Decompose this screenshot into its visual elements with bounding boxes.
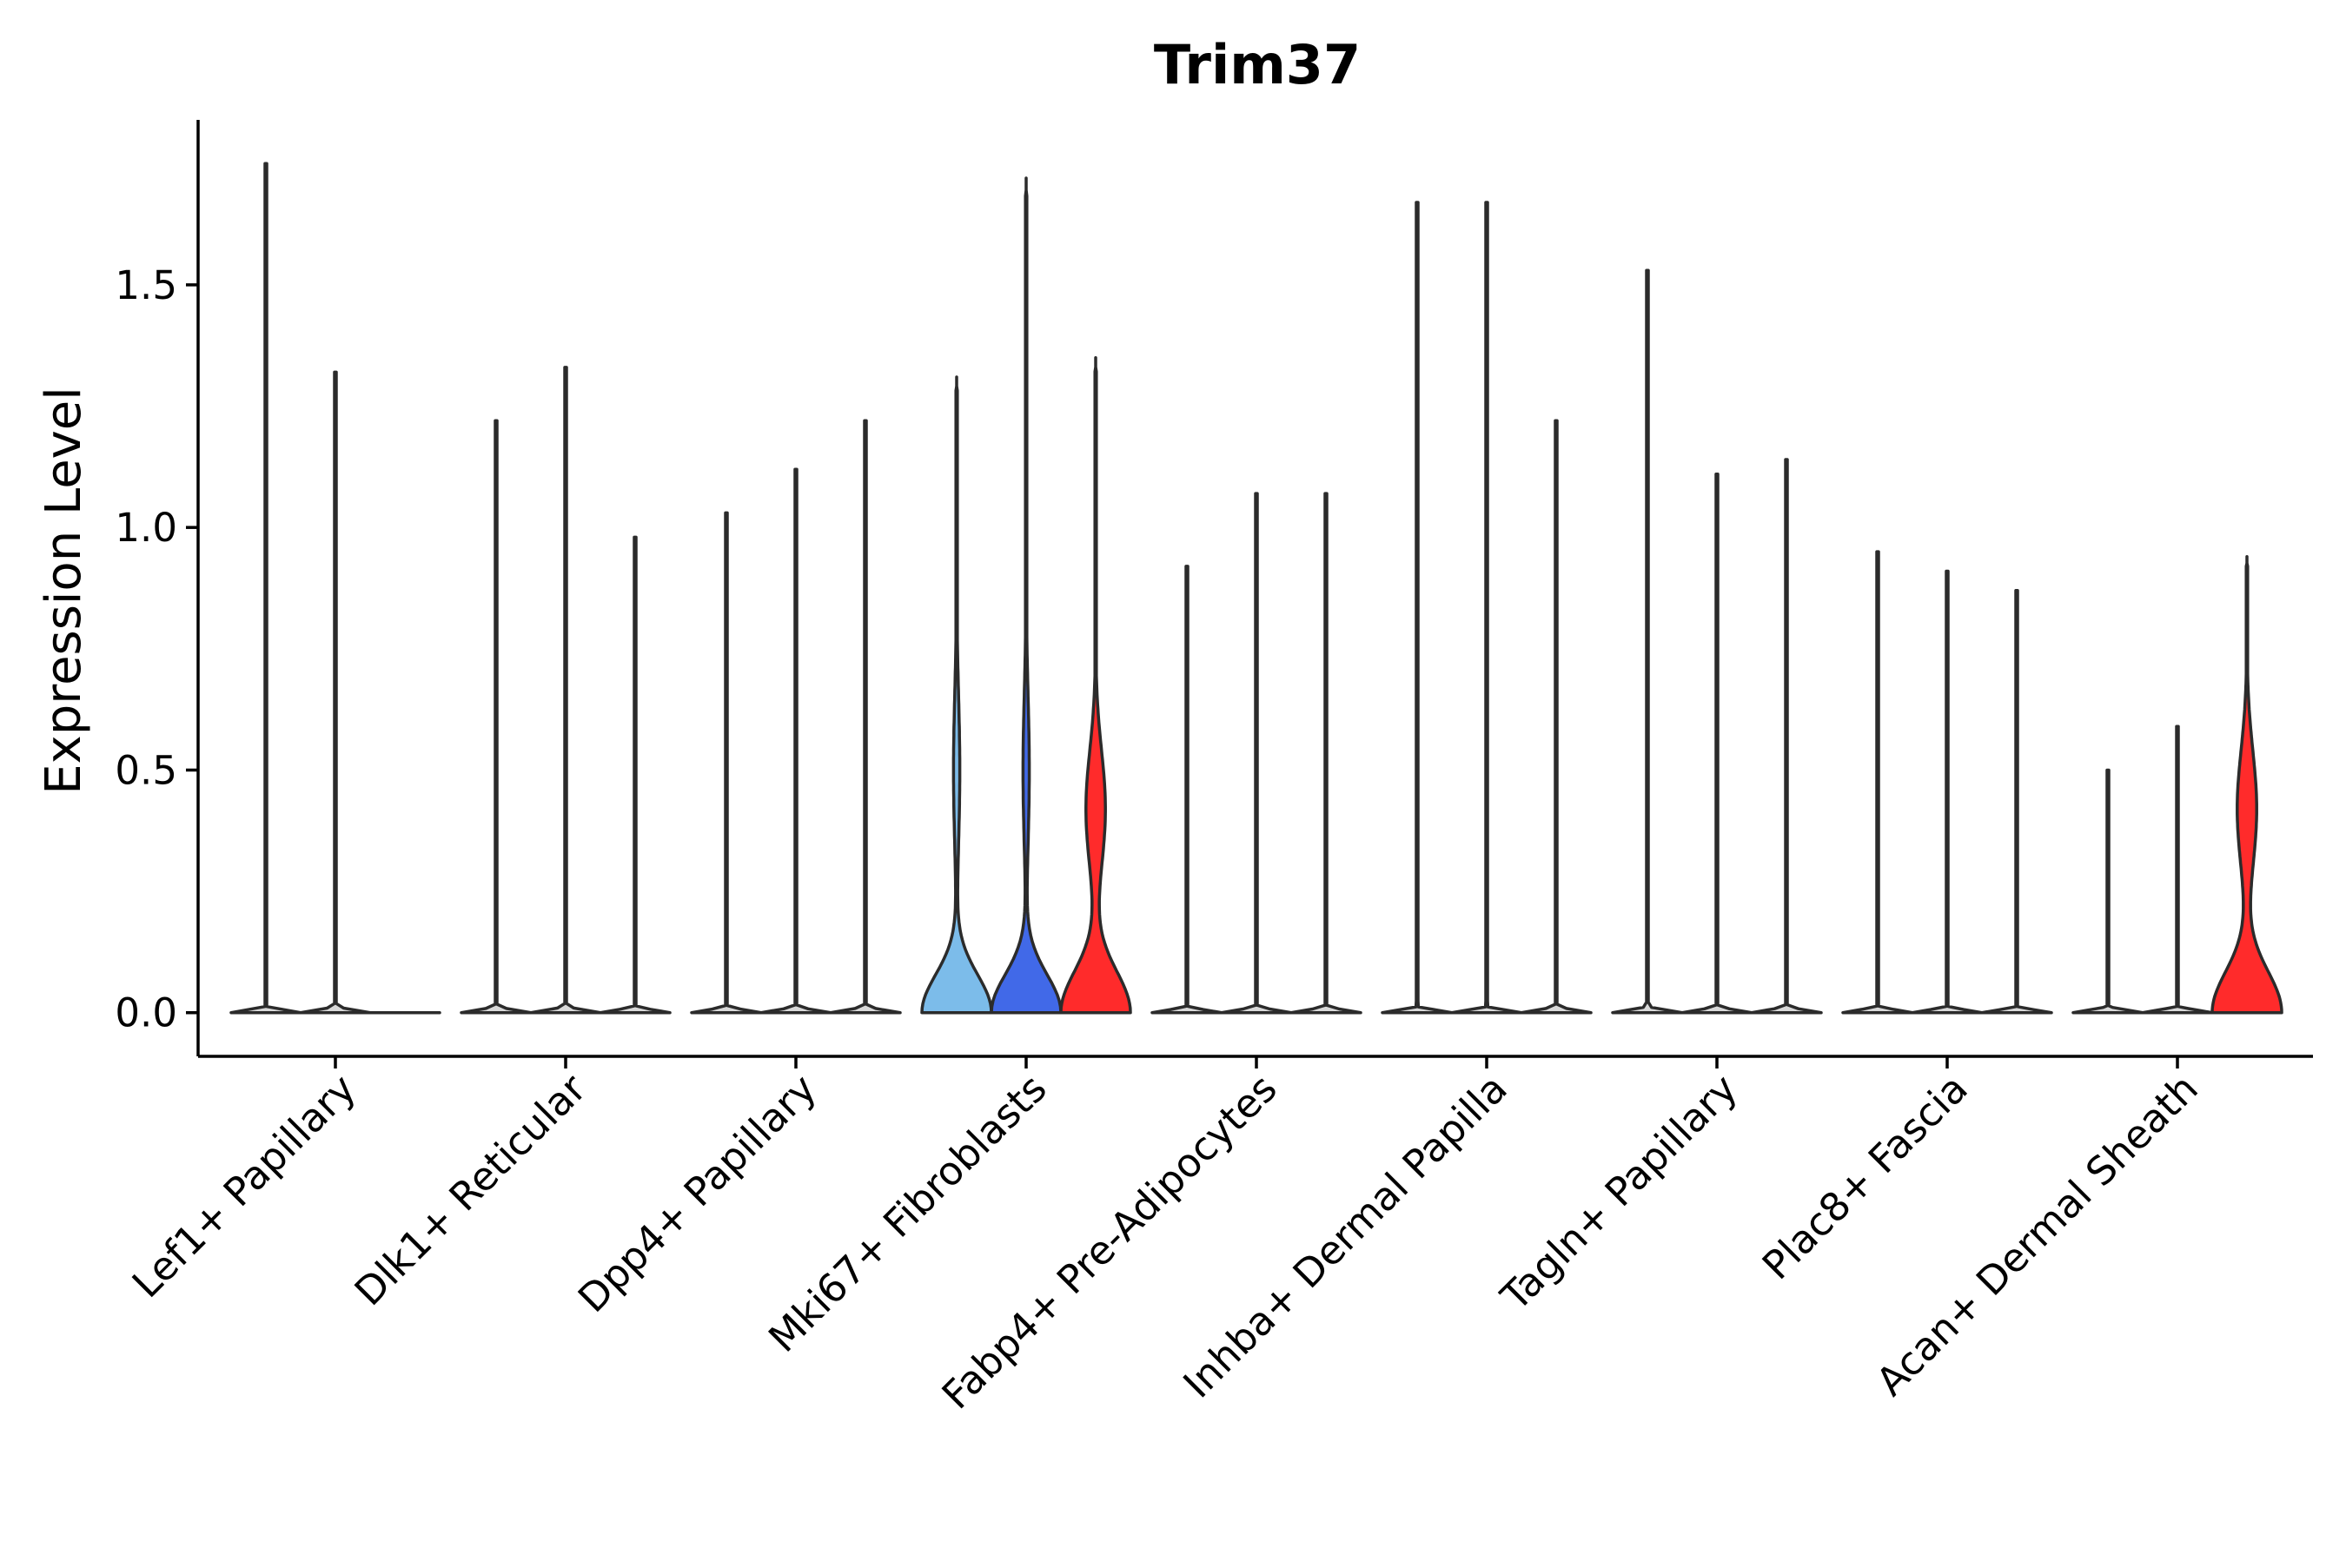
violin-7-1 (1611, 268, 1684, 1015)
violin-5-3 (1289, 492, 1362, 1015)
violin-9-1 (2071, 768, 2144, 1015)
x-tick-label: Plac8+ Fascia (1753, 1065, 1977, 1288)
violin-2-2 (529, 366, 602, 1015)
violin-5-2 (1220, 492, 1293, 1015)
violin-3-3 (829, 419, 902, 1015)
violin-8-2 (1911, 569, 1984, 1015)
violin-group-6 (1381, 201, 1593, 1015)
violin-7-2 (1680, 472, 1753, 1015)
violin-group-3 (690, 419, 902, 1015)
violin-6-2 (1450, 201, 1523, 1015)
y-tick-label: 1.5 (115, 262, 177, 308)
violin-9-2 (2141, 724, 2214, 1015)
violin-group-7 (1611, 268, 1823, 1015)
violin-6-3 (1520, 419, 1593, 1015)
violin-group-4 (920, 176, 1132, 1015)
y-tick-label: 0.5 (115, 747, 177, 793)
y-tick-label: 1.0 (115, 505, 177, 551)
violin-4-3 (1059, 355, 1132, 1015)
violin-group-8 (1841, 550, 2053, 1015)
y-axis-label: Expression Level (36, 387, 92, 795)
violin-1-1 (229, 162, 302, 1015)
chart-title: Trim37 (1154, 33, 1361, 96)
violin-3-2 (759, 467, 832, 1015)
x-tick-label: Dpp4+ Papillary (569, 1065, 825, 1321)
violin-group-5 (1150, 492, 1362, 1015)
x-tick-label: Tagln+ Papillary (1492, 1065, 1746, 1320)
violin-1-2 (299, 370, 372, 1015)
violin-8-3 (1980, 589, 2053, 1015)
y-tick-label: 0.0 (115, 990, 177, 1036)
violin-9-3 (2210, 554, 2283, 1015)
violins-layer (229, 162, 2283, 1015)
violin-2-1 (460, 419, 533, 1015)
violin-6-1 (1381, 201, 1454, 1015)
violin-4-1 (920, 375, 993, 1015)
x-tick-label: Lef1+ Papillary (123, 1065, 365, 1307)
violin-5-1 (1150, 565, 1223, 1015)
violin-4-2 (990, 176, 1063, 1015)
violin-group-2 (460, 366, 672, 1015)
violin-group-9 (2071, 554, 2283, 1015)
violin-3-1 (690, 511, 763, 1015)
violin-7-3 (1750, 458, 1823, 1015)
x-tick-label: Dlk1+ Reticular (346, 1065, 595, 1314)
violin-2-3 (599, 535, 672, 1015)
violin-8-1 (1841, 550, 1914, 1015)
violin-group-1 (229, 162, 441, 1015)
